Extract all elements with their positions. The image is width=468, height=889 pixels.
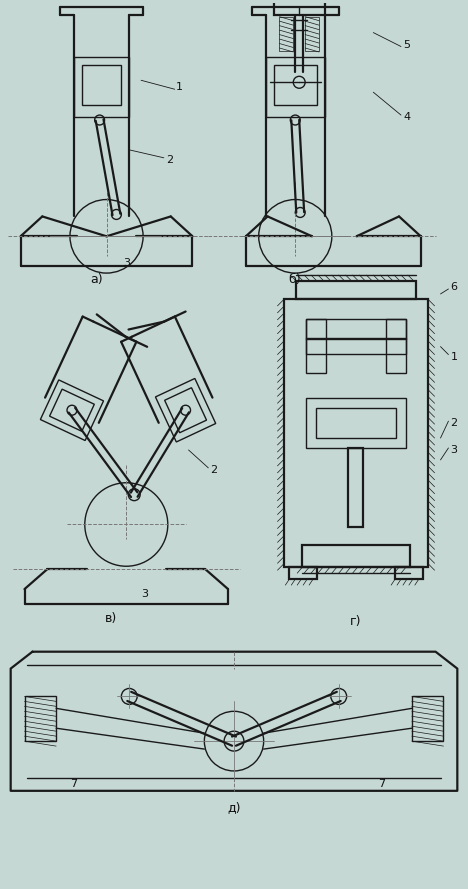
Bar [82,66,121,105]
Text: 2: 2 [210,465,218,475]
Polygon shape [11,652,457,791]
Text: 5: 5 [403,39,410,50]
Bar [165,388,206,433]
Bar [279,17,293,52]
Bar [289,567,317,579]
Bar [296,281,416,299]
Bar [40,380,103,441]
Bar [302,545,410,567]
Text: 4: 4 [403,112,410,122]
Bar [24,696,56,741]
Bar [306,398,406,448]
Bar [412,696,444,741]
Bar [50,389,95,431]
Bar [273,66,317,105]
Text: г): г) [350,615,361,629]
Bar [305,17,319,52]
Bar [306,319,406,339]
Text: 3: 3 [124,258,130,268]
Bar [155,379,216,442]
Bar [386,319,406,373]
Bar [285,299,428,567]
Bar [348,448,364,527]
Bar [266,58,325,117]
Bar [395,567,423,579]
Bar [273,0,325,15]
Bar [316,408,396,438]
Text: 3: 3 [141,589,148,599]
Bar [74,58,129,117]
Text: д): д) [227,801,241,814]
Text: 3: 3 [450,445,457,455]
Text: 2: 2 [166,155,173,164]
Text: 7: 7 [70,779,77,789]
Bar [306,338,406,354]
Text: 6: 6 [450,282,457,292]
Text: б): б) [288,273,300,285]
Bar [306,319,326,373]
Text: 1: 1 [176,83,183,92]
Text: а): а) [90,273,103,285]
Text: 7: 7 [378,779,385,789]
Text: 1: 1 [450,351,457,362]
Text: 2: 2 [450,418,458,428]
Text: в): в) [105,613,117,625]
